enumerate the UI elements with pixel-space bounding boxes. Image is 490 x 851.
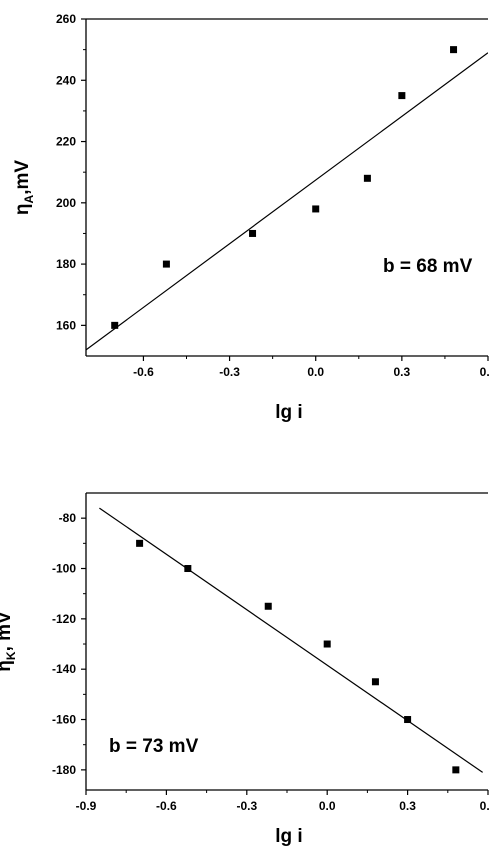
x-tick-label: 0.6 bbox=[480, 365, 490, 379]
data-point bbox=[136, 539, 144, 547]
x-tick-label: 0.0 bbox=[319, 799, 336, 813]
y-axis-title-unit: ,mV bbox=[12, 160, 33, 195]
linear-fit-line bbox=[86, 52, 488, 351]
y-axis-title-symbol: η bbox=[12, 203, 33, 215]
slope-annotation: b = 73 mV bbox=[109, 736, 199, 757]
linear-fit-line bbox=[99, 507, 483, 773]
y-tick-label: -180 bbox=[52, 763, 76, 777]
x-axis-title: lg i bbox=[275, 402, 302, 423]
data-point bbox=[249, 229, 257, 237]
data-point bbox=[162, 260, 170, 268]
x-tick-label: 0.3 bbox=[394, 365, 411, 379]
x-tick-label: -0.6 bbox=[133, 365, 154, 379]
y-tick-label: 160 bbox=[56, 318, 76, 332]
y-tick-label: -160 bbox=[52, 713, 76, 727]
y-tick-label: 200 bbox=[56, 196, 76, 210]
y-axis-title-subscript: A bbox=[22, 194, 36, 203]
y-axis-title-subscript: K bbox=[4, 651, 18, 660]
data-point bbox=[312, 205, 320, 213]
y-axis-title-unit: , mV bbox=[0, 611, 15, 651]
y-axis-title: ηK, mV bbox=[0, 611, 18, 672]
y-tick-label: -120 bbox=[52, 612, 76, 626]
chart-bottom-eta-k: -0.9 -0.6 -0.3 0.0 0.3 0.6 -180 -160 -140 -120 -10… bbox=[0, 492, 490, 847]
x-tick-label: 0.0 bbox=[307, 365, 324, 379]
x-tick-label: 0.6 bbox=[480, 799, 490, 813]
x-tick-label: -0.3 bbox=[219, 365, 240, 379]
y-tick-label: 260 bbox=[56, 12, 76, 26]
chart-top-eta-a: -0.6 -0.3 0.0 0.3 0.6 160 180 200 220 240 260 b = 6… bbox=[12, 12, 490, 423]
data-point bbox=[452, 766, 460, 774]
y-tick-label: 180 bbox=[56, 257, 76, 271]
y-tick-label: -140 bbox=[52, 662, 76, 676]
x-tick-label: 0.3 bbox=[399, 799, 416, 813]
y-tick-label: -100 bbox=[52, 562, 76, 576]
x-tick-label: -0.6 bbox=[156, 799, 177, 813]
y-tick-label: -80 bbox=[59, 511, 77, 525]
y-tick-label: 240 bbox=[56, 73, 76, 87]
data-point bbox=[264, 602, 272, 610]
data-point bbox=[404, 716, 412, 724]
data-point bbox=[398, 92, 406, 100]
data-point bbox=[363, 174, 371, 182]
slope-annotation: b = 68 mV bbox=[383, 256, 473, 277]
y-axis-title: ηA,mV bbox=[12, 160, 36, 215]
data-point bbox=[450, 46, 458, 54]
data-point bbox=[323, 640, 331, 648]
x-tick-label: -0.9 bbox=[76, 799, 97, 813]
x-tick-label: -0.3 bbox=[236, 799, 257, 813]
y-axis-title-symbol: η bbox=[0, 660, 15, 672]
data-point bbox=[111, 321, 119, 329]
y-tick-label: 220 bbox=[56, 135, 76, 149]
data-point bbox=[371, 678, 379, 686]
data-point bbox=[184, 565, 192, 573]
x-axis-title: lg i bbox=[275, 826, 302, 847]
